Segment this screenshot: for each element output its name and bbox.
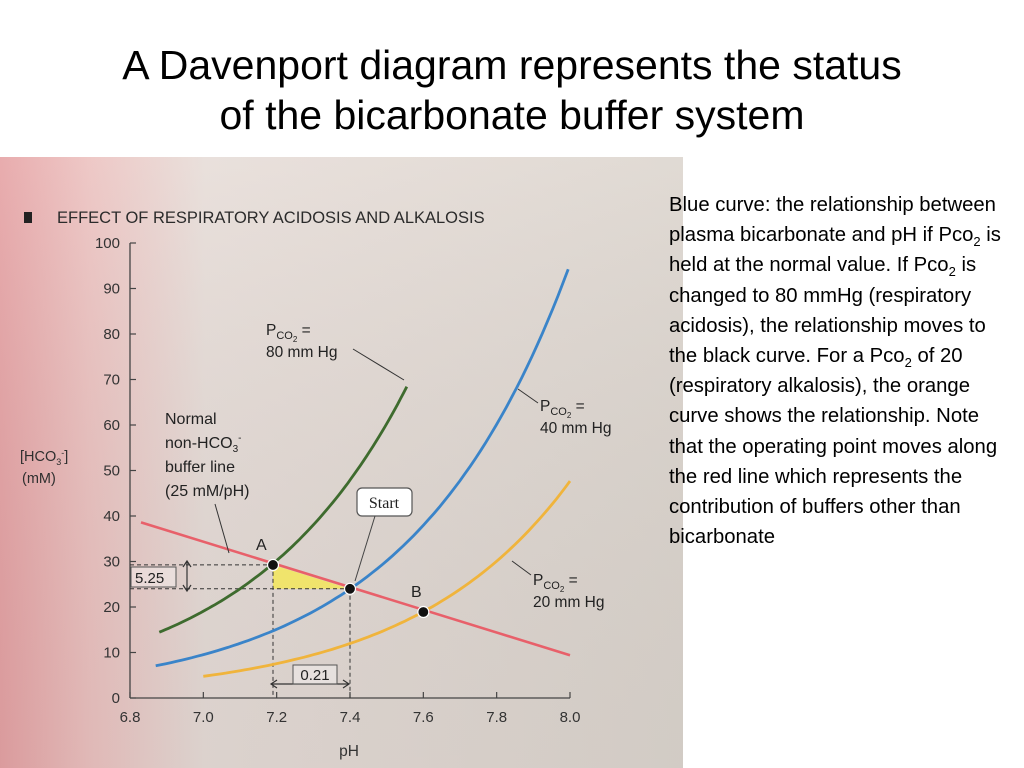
slide-title-line-2: of the bicarbonate buffer system bbox=[219, 92, 805, 138]
delta-hco3-box bbox=[130, 566, 177, 588]
delta-hco3-arrowhead-bottom bbox=[182, 584, 192, 593]
start-pointer bbox=[354, 515, 376, 582]
y-ticks: 0 10 20 30 40 50 60 70 80 90 100 bbox=[95, 235, 136, 707]
label-pco2-40-leader bbox=[517, 388, 539, 404]
explanation-text: Blue curve: the relationship between pla… bbox=[669, 190, 1009, 552]
point-a bbox=[266, 558, 280, 572]
svg-text:(25 mM/pH): (25 mM/pH) bbox=[165, 483, 249, 500]
svg-text:PCO2 =: PCO2 = bbox=[540, 398, 585, 420]
label-pco2-40: PCO2 = 40 mm Hg bbox=[517, 388, 612, 437]
delta-hco3-arrowhead-top bbox=[182, 559, 192, 568]
delta-triangle bbox=[273, 564, 350, 589]
start-callout: Start bbox=[354, 487, 413, 582]
y-tick-label: 80 bbox=[103, 326, 120, 343]
triangle-layer bbox=[273, 564, 350, 589]
delta-ph-arrowhead-right bbox=[342, 679, 351, 689]
y-tick-label: 60 bbox=[103, 417, 120, 434]
x-tick-label: 7.6 bbox=[413, 709, 434, 726]
x-tick-label: 7.8 bbox=[486, 709, 507, 726]
y-tick-label: 90 bbox=[103, 281, 120, 298]
svg-text:buffer line: buffer line bbox=[165, 459, 235, 476]
panel-header: EFFECT OF RESPIRATORY ACIDOSIS AND ALKAL… bbox=[24, 209, 485, 227]
delta-hco3-label: 5.25 bbox=[135, 570, 164, 587]
start-box bbox=[356, 487, 413, 517]
svg-text:40 mm Hg: 40 mm Hg bbox=[540, 420, 612, 437]
slide-title: A Davenport diagram represents the statu… bbox=[0, 40, 1024, 140]
delta-ph-label: 0.21 bbox=[300, 667, 329, 684]
curve-pco2-80 bbox=[158, 386, 409, 634]
x-tick-label: 8.0 bbox=[560, 709, 581, 726]
panel-title: EFFECT OF RESPIRATORY ACIDOSIS AND ALKAL… bbox=[57, 209, 485, 227]
label-pco2-80-leader bbox=[352, 348, 405, 381]
svg-text:non-HCO3-: non-HCO3- bbox=[165, 433, 241, 455]
panel-header-mark bbox=[24, 212, 32, 223]
davenport-figure: EFFECT OF RESPIRATORY ACIDOSIS AND ALKAL… bbox=[0, 157, 683, 768]
delta-hco3-annotation: 5.25 bbox=[130, 559, 192, 593]
x-tick-label: 7.4 bbox=[340, 709, 361, 726]
y-tick-label: 30 bbox=[103, 554, 120, 571]
y-axis-label-line-1: [HCO3-] bbox=[20, 448, 68, 467]
explanation-paragraph: Blue curve: the relationship between pla… bbox=[669, 194, 1001, 549]
svg-text:20 mm Hg: 20 mm Hg bbox=[533, 594, 605, 611]
y-tick-label: 0 bbox=[112, 690, 120, 707]
svg-text:PCO2 =: PCO2 = bbox=[533, 572, 578, 594]
svg-text:PCO2 =: PCO2 = bbox=[266, 322, 311, 344]
points bbox=[266, 558, 430, 619]
label-pco2-80: PCO2 = 80 mm Hg bbox=[266, 322, 405, 381]
y-tick-label: 50 bbox=[103, 463, 120, 480]
svg-text:80 mm Hg: 80 mm Hg bbox=[266, 344, 338, 361]
axes: 0 10 20 30 40 50 60 70 80 90 100 6.8 7.0 7.2 7.4 7.6 7.… bbox=[95, 235, 580, 726]
delta-ph-arrowhead-left bbox=[269, 679, 278, 689]
delta-ph-annotation: 0.21 bbox=[269, 664, 351, 689]
y-tick-label: 70 bbox=[103, 372, 120, 389]
label-pco2-20: PCO2 = 20 mm Hg bbox=[511, 560, 605, 611]
label-buffer-line: Normal non-HCO3- buffer line (25 mM/pH) bbox=[165, 411, 249, 554]
slide-title-line-1: A Davenport diagram represents the statu… bbox=[122, 42, 902, 88]
y-axis-label-line-2: (mM) bbox=[22, 471, 56, 487]
y-tick-label: 10 bbox=[103, 645, 120, 662]
x-ticks: 6.8 7.0 7.2 7.4 7.6 7.8 8.0 bbox=[120, 692, 581, 726]
label-buffer-line-leader bbox=[214, 503, 230, 554]
point-a-label: A bbox=[256, 537, 267, 554]
y-tick-label: 40 bbox=[103, 508, 120, 525]
davenport-chart: EFFECT OF RESPIRATORY ACIDOSIS AND ALKAL… bbox=[0, 157, 683, 768]
x-tick-label: 7.0 bbox=[193, 709, 214, 726]
x-axis-label: pH bbox=[339, 743, 359, 760]
start-label: Start bbox=[369, 495, 400, 512]
point-start bbox=[343, 582, 357, 595]
y-tick-label: 100 bbox=[95, 235, 120, 252]
point-b-label: B bbox=[411, 584, 422, 601]
label-pco2-20-leader bbox=[511, 560, 532, 576]
figure-background-shade bbox=[0, 157, 683, 768]
delta-ph-box bbox=[292, 664, 338, 685]
x-tick-label: 7.2 bbox=[266, 709, 287, 726]
curves bbox=[140, 268, 572, 678]
point-b bbox=[417, 605, 430, 619]
curve-pco2-20 bbox=[203, 480, 572, 678]
y-tick-label: 20 bbox=[103, 599, 120, 616]
svg-text:Normal: Normal bbox=[165, 411, 217, 428]
x-tick-label: 6.8 bbox=[120, 709, 141, 726]
curve-pco2-40 bbox=[155, 268, 570, 668]
